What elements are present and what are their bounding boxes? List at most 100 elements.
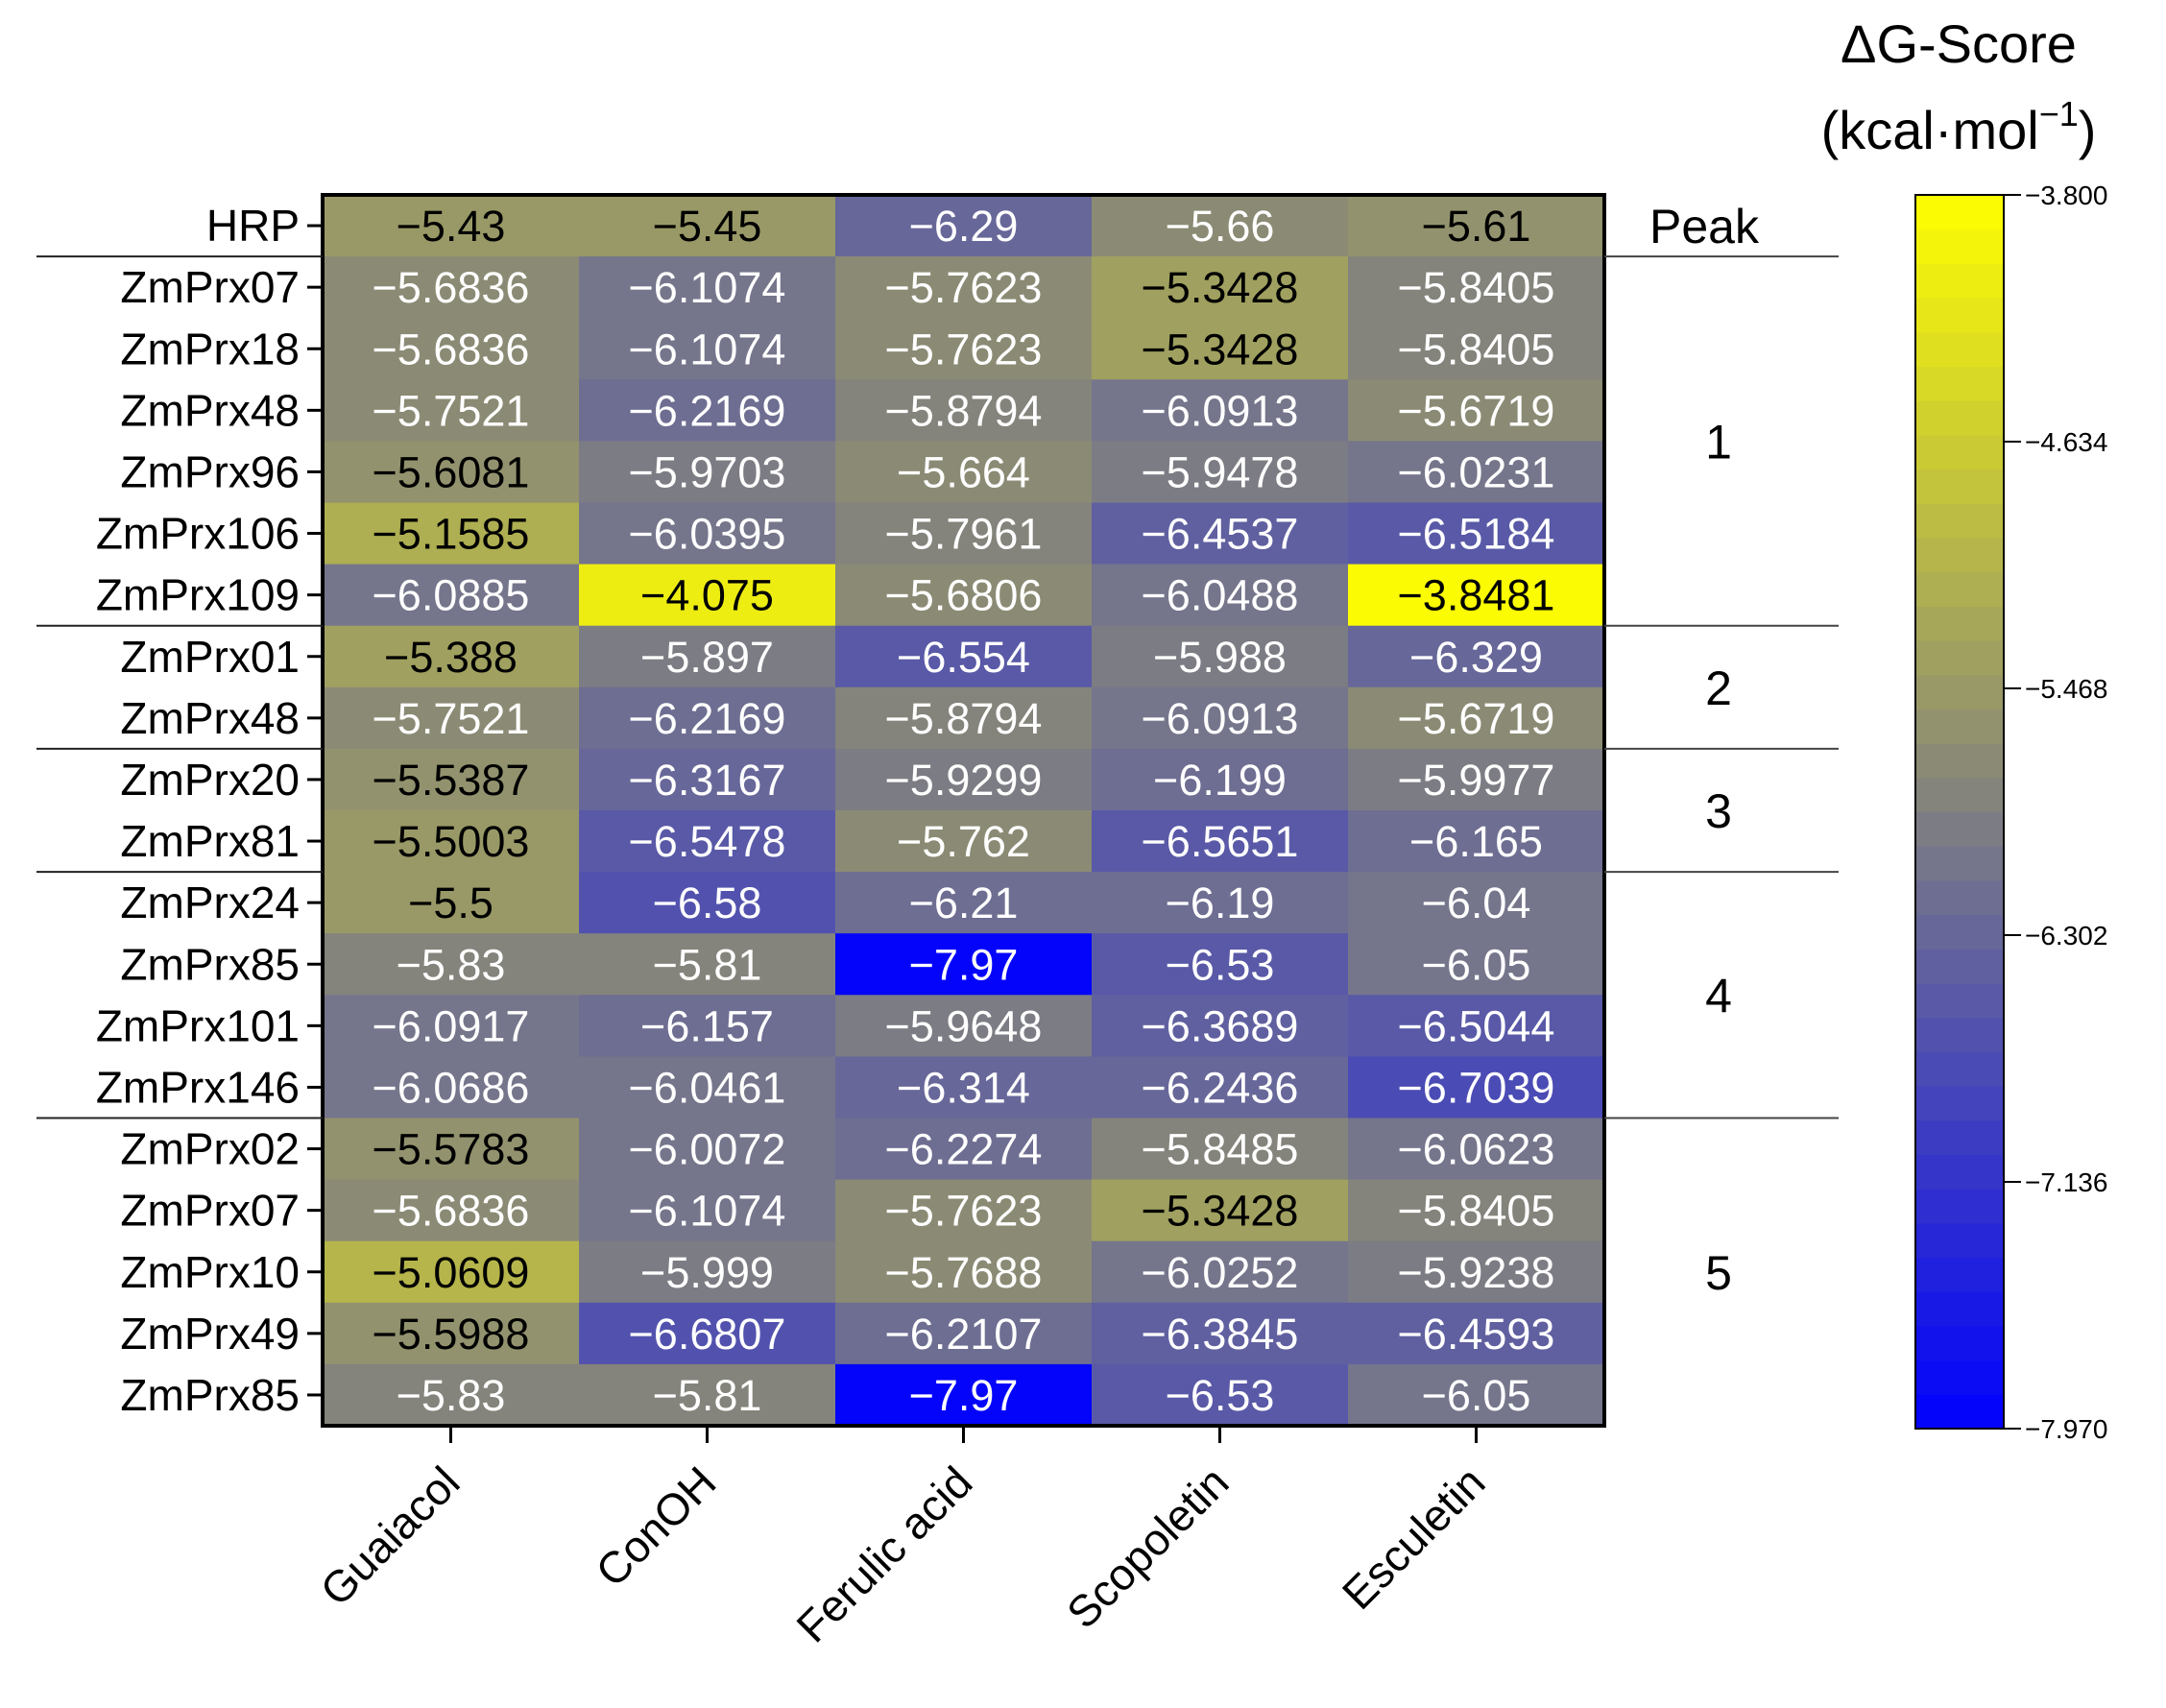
- heatmap-cell: [1348, 256, 1605, 319]
- cell-value-label: −5.8794: [885, 694, 1043, 743]
- colorbar: ΔG-Score (kcal·mol−1) −3.800 −4.634 −5.468…: [1821, 13, 2108, 1444]
- cell-value-label: −5.7521: [373, 386, 530, 435]
- cell-value-label: −5.5988: [373, 1310, 530, 1359]
- cell-value-label: −6.29: [909, 202, 1019, 251]
- heatmap-cell: [1092, 1179, 1349, 1242]
- cell-value-label: −5.7623: [885, 325, 1043, 373]
- cell-value-label: −6.2169: [629, 694, 786, 743]
- cell-value-label: −6.58: [653, 878, 762, 927]
- row-label: ZmPrx07: [120, 262, 300, 312]
- heatmap-cells: [323, 195, 1605, 1427]
- cell-value-label: −5.43: [397, 202, 506, 251]
- colorbar-tick-label: −5.468: [2025, 674, 2107, 704]
- heatmap-cell: [1092, 1363, 1349, 1427]
- cell-value-label: −6.05: [1422, 1371, 1531, 1420]
- colorbar-band: [1915, 1086, 2004, 1121]
- colorbar-band: [1915, 674, 2004, 710]
- cell-value-label: −5.6081: [373, 447, 530, 496]
- cell-value-label: −6.0488: [1142, 571, 1299, 620]
- heatmap-cell: [1092, 318, 1349, 380]
- colorbar-band: [1915, 195, 2004, 230]
- cell-value-label: −6.0885: [373, 571, 530, 620]
- cell-value-label: −6.314: [897, 1063, 1030, 1112]
- column-label: ConOH: [586, 1456, 725, 1596]
- heatmap-cell: [1348, 1363, 1605, 1427]
- colorbar-title-close: ): [2079, 100, 2097, 160]
- cell-value-label: −6.2169: [629, 386, 786, 435]
- peak-header: Peak: [1649, 200, 1760, 253]
- heatmap-cell: [835, 1118, 1093, 1181]
- heatmap-cell: [579, 872, 836, 934]
- cell-value-label: −5.66: [1166, 202, 1275, 251]
- row-label: ZmPrx96: [120, 446, 300, 496]
- row-label: ZmPrx20: [120, 755, 300, 805]
- colorbar-band: [1915, 1119, 2004, 1156]
- row-label: ZmPrx24: [120, 878, 300, 927]
- cell-value-label: −5.8405: [1398, 263, 1555, 312]
- cell-value-label: −5.61: [1422, 202, 1531, 251]
- heatmap-cell: [835, 810, 1093, 873]
- heatmap-cell: [323, 872, 580, 934]
- heatmap-cell: [323, 195, 580, 257]
- heatmap-cell: [579, 748, 836, 811]
- cell-value-label: −6.6807: [629, 1310, 786, 1359]
- cell-value-label: −6.329: [1409, 633, 1543, 682]
- colorbar-tick-label: −7.970: [2025, 1414, 2107, 1444]
- heatmap-cell: [579, 502, 836, 565]
- cell-value-label: −6.157: [640, 1001, 774, 1050]
- heatmap-cell: [835, 1240, 1093, 1304]
- colorbar-tick-label: −3.800: [2025, 180, 2107, 210]
- heatmap-cell: [579, 1056, 836, 1119]
- heatmap-cell: [323, 1056, 580, 1119]
- cell-value-label: −5.988: [1153, 633, 1287, 682]
- cell-value-label: −6.0686: [373, 1063, 530, 1112]
- heatmap-cell: [579, 379, 836, 442]
- cell-value-label: −6.0395: [629, 510, 786, 559]
- colorbar-band: [1915, 811, 2004, 847]
- cell-value-label: −6.5184: [1398, 510, 1555, 559]
- colorbar-title-line1: ΔG-Score: [1841, 13, 2077, 74]
- cell-value-label: −6.0917: [373, 1001, 530, 1050]
- cell-value-label: −5.9977: [1398, 756, 1555, 805]
- row-label: ZmPrx02: [120, 1124, 300, 1174]
- heatmap-cell: [835, 1302, 1093, 1365]
- cell-value-label: −5.3428: [1142, 1187, 1299, 1236]
- heatmap-cell: [1092, 195, 1349, 257]
- colorbar-band: [1915, 434, 2004, 470]
- colorbar-band: [1915, 469, 2004, 504]
- colorbar-band: [1915, 1257, 2004, 1292]
- cell-value-label: −5.7623: [885, 263, 1043, 312]
- cell-value-label: −3.8481: [1398, 571, 1555, 620]
- heatmap-cell: [1092, 995, 1349, 1057]
- heatmap-cell: [1348, 379, 1605, 442]
- heatmap-cell: [1348, 318, 1605, 380]
- cell-value-label: −5.81: [653, 1371, 762, 1420]
- heatmap-cell: [1092, 625, 1349, 688]
- heatmap-cell: [579, 625, 836, 688]
- cell-value-label: −6.3845: [1142, 1310, 1299, 1359]
- cell-value-label: −5.1585: [373, 510, 530, 559]
- heatmap-cell: [579, 564, 836, 627]
- colorbar-band: [1915, 331, 2004, 368]
- cell-value-label: −5.83: [397, 1371, 506, 1420]
- heatmap-cell: [579, 1240, 836, 1304]
- colorbar-band: [1915, 400, 2004, 436]
- cell-value-label: −5.5783: [373, 1125, 530, 1174]
- colorbar-title-superscript: −1: [2039, 94, 2079, 133]
- cell-value-label: −6.0231: [1398, 447, 1555, 496]
- heatmap-cell: [1092, 256, 1349, 319]
- heatmap-cell: [1092, 1302, 1349, 1365]
- heatmap-cell: [835, 195, 1093, 257]
- heatmap-cell: [579, 686, 836, 750]
- heatmap-cell: [1348, 872, 1605, 934]
- peak-group-label: 3: [1705, 784, 1732, 838]
- heatmap-cell: [1092, 933, 1349, 996]
- cell-value-label: −5.9478: [1142, 447, 1299, 496]
- cell-value-label: −6.0461: [629, 1063, 786, 1112]
- heatmap-cell: [835, 625, 1093, 688]
- colorbar-frame: [1914, 194, 2005, 1430]
- heatmap-cell: [835, 318, 1093, 380]
- cell-value-label: −6.1074: [629, 263, 786, 312]
- cell-value-label: −5.388: [384, 633, 517, 682]
- heatmap-cell: [579, 256, 836, 319]
